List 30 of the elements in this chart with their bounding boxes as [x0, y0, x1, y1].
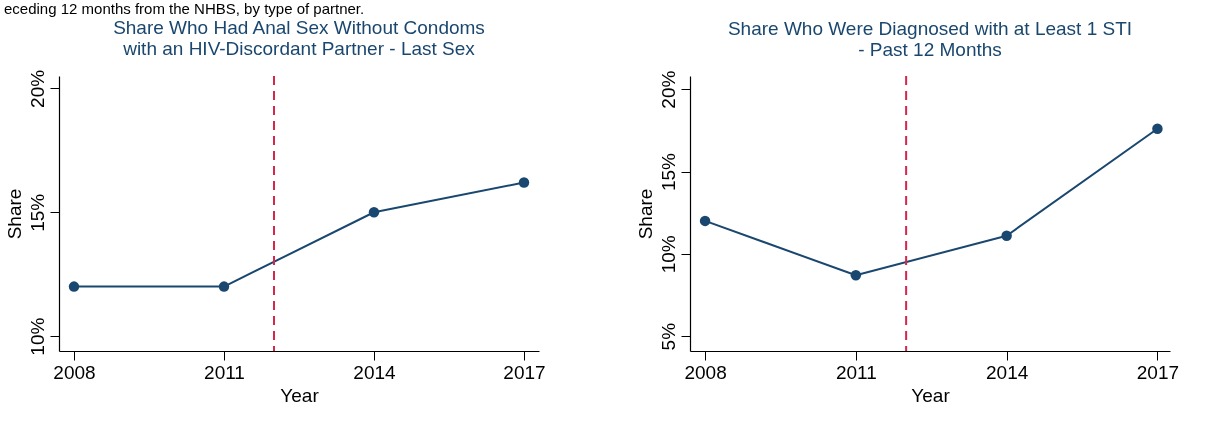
- point: [518, 177, 530, 188]
- x-axis-title: Year: [911, 384, 951, 406]
- x-tick-label: 2017: [1136, 361, 1180, 383]
- point: [1152, 123, 1163, 134]
- point: [1001, 230, 1012, 241]
- x-tick-label: 2017: [503, 361, 546, 383]
- y-axis-title: Share: [3, 188, 25, 240]
- point: [68, 281, 80, 292]
- x-tick-label: 2014: [986, 361, 1029, 383]
- chart-title: Share Who Were Diagnosed with at Least 1 STI - Past 12 Months: [727, 18, 1133, 61]
- x-tick-label: 2008: [53, 361, 96, 383]
- y-tick-label: 20%: [26, 69, 48, 108]
- y-tick-label: 15%: [657, 152, 679, 192]
- x-tick-label: 2008: [684, 361, 727, 383]
- y-tick-label: 5%: [657, 322, 679, 351]
- y-axis-title: Share: [634, 188, 656, 240]
- x-tick-label: 2011: [204, 361, 245, 383]
- y-tick-label: 10%: [26, 317, 48, 356]
- x-tick-label: 2014: [353, 361, 397, 383]
- point: [699, 215, 711, 227]
- point: [850, 270, 862, 281]
- chart-title: Share Who Had Anal Sex Without Condoms with an HIV-Discordant Partner - Last Sex: [113, 17, 485, 60]
- x-axis-title: Year: [280, 384, 320, 406]
- text: eceding 12 months from the NHBS, by type of partner.: [3, 0, 366, 17]
- y-tick-label: 15%: [26, 193, 48, 232]
- point: [218, 281, 230, 292]
- x-tick-label: 2011: [835, 361, 877, 383]
- point: [368, 207, 380, 218]
- y-tick-label: 10%: [657, 235, 679, 274]
- y-tick-label: 20%: [657, 70, 679, 109]
